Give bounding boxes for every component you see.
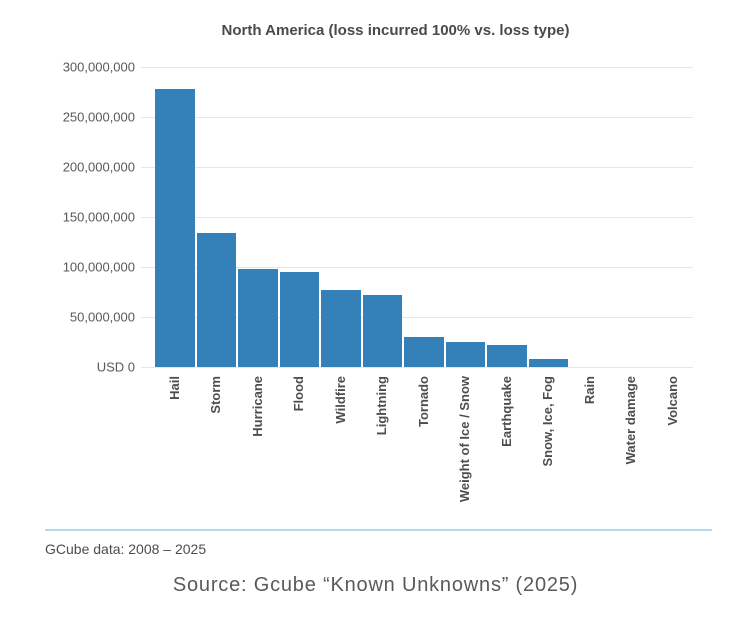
x-tick-label: Volcano <box>664 376 680 426</box>
x-tick-label: Wildfire <box>332 376 348 424</box>
x-label-slot: Hurricane <box>238 367 278 519</box>
x-tick-label: Rain <box>581 376 597 405</box>
y-tick-label: 50,000,000 <box>69 309 135 325</box>
bar-slot <box>155 67 195 367</box>
x-label-slot: Water damage <box>612 367 652 519</box>
bar-earthquake <box>487 345 527 367</box>
bar-slot <box>196 67 237 367</box>
bar-hail <box>155 89 195 367</box>
bar-hurricane <box>238 269 278 367</box>
bar-weight-of-ice-snow <box>445 342 486 367</box>
x-tick-label: Storm <box>208 376 224 414</box>
x-tick-label: Earthquake <box>498 376 514 447</box>
bar-storm <box>196 233 237 367</box>
plot-area: USD 0 50,000,000 100,000,000 150,000,000 200… <box>63 60 693 375</box>
x-label-slot: Lightning <box>363 367 403 519</box>
bar-tornado <box>404 337 444 367</box>
bar-flood <box>279 272 320 367</box>
x-label-slot: Weight of Ice / Snow <box>446 367 486 519</box>
footer-divider <box>45 529 712 531</box>
x-label-slot: Wildfire <box>321 367 361 519</box>
x-tick-label: Hail <box>166 376 182 400</box>
bar-slot <box>279 67 320 367</box>
bar-slot <box>445 67 486 367</box>
gridline <box>141 117 693 118</box>
x-label-slot: Volcano <box>653 367 693 519</box>
bar-slot <box>487 67 527 367</box>
x-tick-label: Lightning <box>374 376 390 436</box>
bar-slot <box>238 67 278 367</box>
x-label-slot: Hail <box>155 367 195 519</box>
x-tick-label: Hurricane <box>249 376 265 437</box>
y-tick-label: 250,000,000 <box>62 109 135 125</box>
gridline <box>141 267 693 268</box>
y-tick-label: USD 0 <box>96 359 135 375</box>
x-tick-label: Water damage <box>623 376 639 465</box>
y-tick-label: 100,000,000 <box>62 259 135 275</box>
bar-snow-ice-fog <box>528 359 569 367</box>
x-axis-labels: Hail Storm Hurricane Flood Wildfire Lightning… <box>148 367 693 519</box>
y-tick-label: 150,000,000 <box>62 209 135 225</box>
y-tick-label: 300,000,000 <box>62 59 135 75</box>
x-tick-label: Weight of Ice / Snow <box>457 376 473 503</box>
bar-slot <box>612 67 652 367</box>
bar-slot <box>404 67 444 367</box>
data-range-note: GCube data: 2008 – 2025 <box>45 541 207 557</box>
gridline <box>141 367 693 368</box>
gridline <box>141 217 693 218</box>
gridline <box>141 167 693 168</box>
chart-title: North America (loss incurred 100% vs. lo… <box>221 22 570 39</box>
x-label-slot: Rain <box>570 367 610 519</box>
x-label-slot: Snow, Ice, Fog <box>529 367 569 519</box>
x-label-slot: Earthquake <box>487 367 527 519</box>
x-label-slot: Tornado <box>404 367 444 519</box>
bars-layer <box>148 67 693 367</box>
x-tick-label: Flood <box>291 376 307 412</box>
gridline <box>141 67 693 68</box>
x-tick-label: Snow, Ice, Fog <box>540 376 556 467</box>
bar-wildfire <box>321 290 361 367</box>
source-caption: Source: Gcube “Known Unknowns” (2025) <box>172 574 579 596</box>
bar-slot <box>362 67 403 367</box>
x-label-slot: Flood <box>280 367 320 519</box>
bar-slot <box>570 67 610 367</box>
x-label-slot: Storm <box>197 367 237 519</box>
y-tick-label: 200,000,000 <box>62 159 135 175</box>
bar-slot <box>321 67 361 367</box>
x-tick-label: Tornado <box>415 376 431 428</box>
bar-slot <box>653 67 693 367</box>
gridline <box>141 317 693 318</box>
bar-slot <box>528 67 569 367</box>
bar-lightning <box>362 295 403 367</box>
